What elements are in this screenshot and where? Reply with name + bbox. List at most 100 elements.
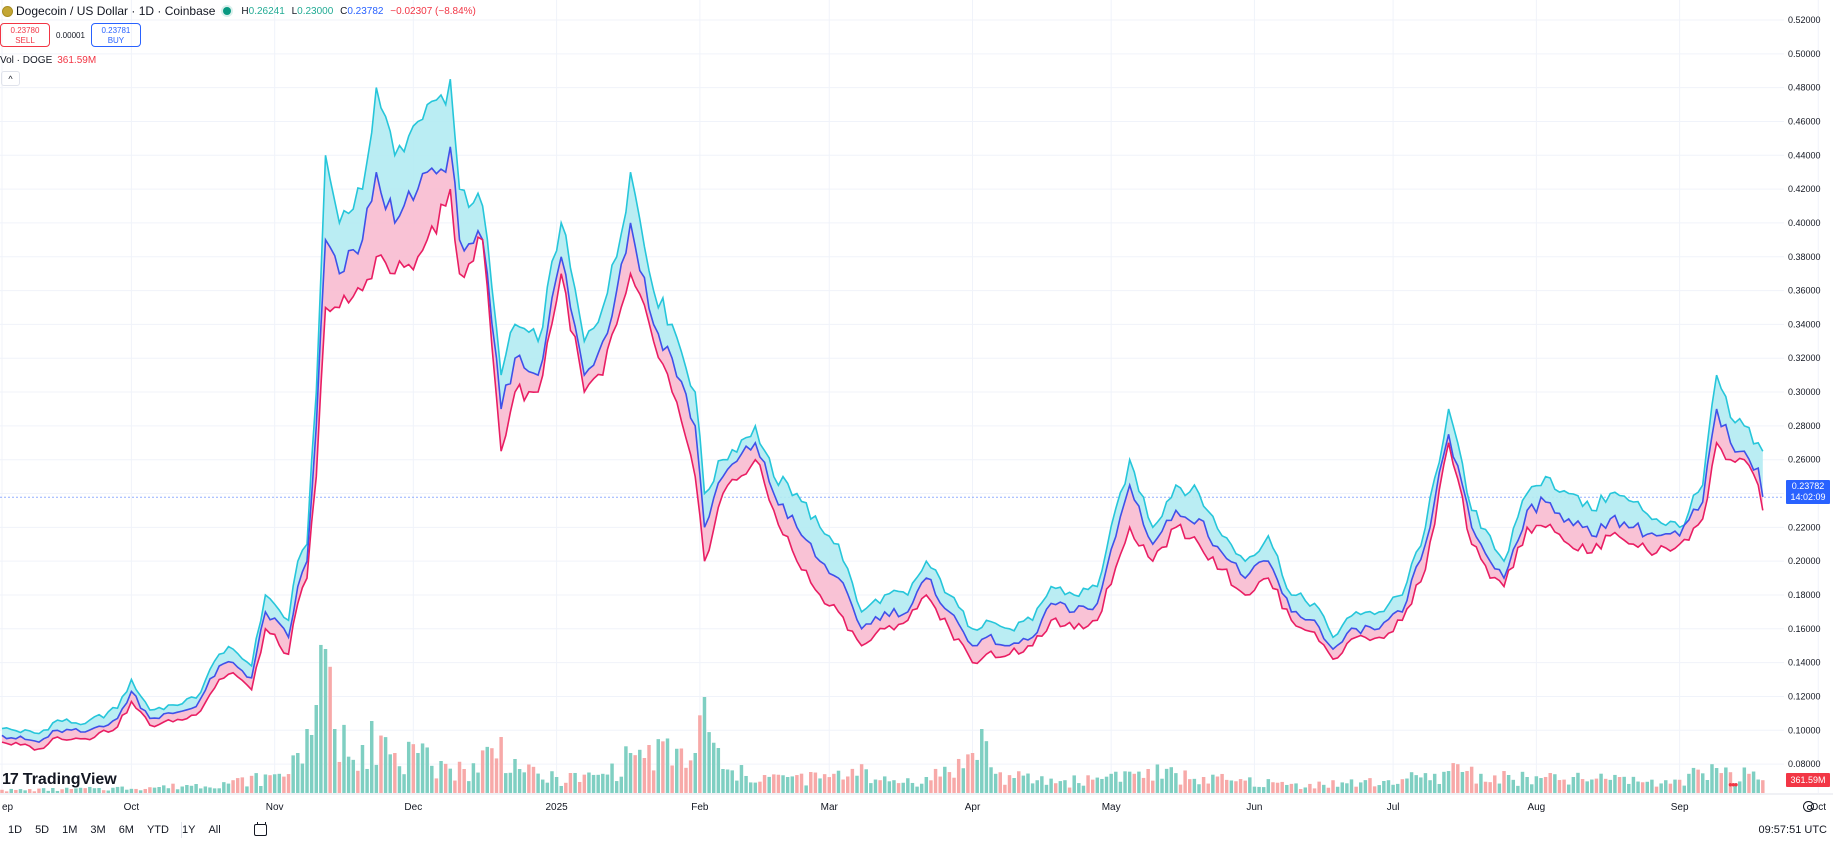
range-1y[interactable]: 1Y: [181, 824, 196, 836]
volume-bar: [420, 743, 425, 793]
calendar-icon[interactable]: [253, 822, 267, 836]
volume-bar: [1368, 778, 1372, 793]
volume-bar: [235, 778, 240, 793]
ohlc-readout: H0.26241 L0.23000 C0.23782 −0.02307 (−8.…: [241, 6, 475, 17]
x-tick-label: Nov: [266, 802, 284, 813]
volume-bar: [721, 769, 725, 793]
volume-bar: [748, 782, 753, 793]
volume-bar: [1132, 773, 1137, 793]
volume-bar: [1229, 780, 1234, 793]
volume-bar: [64, 787, 69, 793]
volume-bar: [1483, 781, 1488, 793]
volume-bar: [1261, 787, 1266, 793]
volume-legend[interactable]: Vol · DOGE 361.59M: [0, 55, 96, 66]
volume-bar: [1349, 779, 1354, 793]
y-tick-label: 0.22000: [1788, 522, 1821, 532]
y-tick-label: 0.36000: [1788, 286, 1821, 296]
volume-bar: [1312, 788, 1317, 793]
volume-bar: [1345, 783, 1349, 793]
volume-bar: [305, 729, 309, 793]
range-5d[interactable]: 5D: [35, 824, 50, 836]
volume-bar: [1691, 767, 1696, 793]
volume-bar: [175, 789, 180, 793]
volume-bar: [859, 764, 864, 793]
volume-bar: [425, 747, 429, 793]
x-tick-label: Oct: [124, 802, 140, 813]
volume-bars: [0, 644, 1765, 793]
volume-bar: [1289, 783, 1294, 793]
volume-bar: [545, 782, 550, 793]
volume-bar: [522, 772, 526, 793]
range-1m[interactable]: 1M: [62, 824, 78, 836]
market-status-icon[interactable]: [223, 7, 232, 15]
volume-bar: [656, 739, 660, 793]
volume-bar: [416, 753, 420, 793]
buy-button[interactable]: 0.23781 BUY: [90, 23, 141, 47]
volume-bar: [1742, 767, 1747, 793]
high-label: H: [241, 5, 249, 17]
volume-bar: [1095, 777, 1100, 793]
volume-bar: [328, 666, 332, 793]
volume-bar: [776, 774, 781, 793]
volume-bar: [1590, 779, 1594, 793]
range-6m[interactable]: 6M: [118, 824, 134, 836]
volume-bar: [638, 749, 642, 793]
volume-bar: [1511, 779, 1515, 793]
volume-bar: [138, 790, 143, 793]
volume-bar: [268, 775, 272, 793]
volume-bar: [1608, 779, 1613, 793]
current-price: 0.23782: [1791, 481, 1825, 491]
range-1d[interactable]: 1D: [8, 824, 23, 836]
volume-bar: [850, 768, 855, 793]
volume-bar: [504, 773, 508, 793]
volume-bar: [605, 774, 610, 793]
volume-bar: [827, 777, 831, 793]
volume-bar: [1516, 785, 1520, 793]
low-label: L: [291, 5, 298, 17]
volume-bar: [1622, 776, 1626, 793]
volume-bar: [1761, 780, 1765, 793]
close-series-line: [1, 146, 1764, 743]
volume-bar: [1137, 771, 1141, 793]
volume-bar: [647, 745, 651, 793]
volume-bar: [531, 766, 536, 793]
event-flags-icon[interactable]: ●●●: [1728, 780, 1738, 789]
volume-bar: [702, 697, 707, 793]
volume-bar: [1382, 780, 1386, 793]
settings-gear-icon[interactable]: [1803, 801, 1814, 812]
y-tick-label: 0.40000: [1788, 218, 1821, 228]
sell-button[interactable]: 0.23780 SELL: [0, 23, 50, 47]
volume-bar: [171, 783, 175, 793]
volume-bar: [1063, 780, 1067, 793]
volume-bar: [1525, 777, 1529, 793]
volume-bar: [739, 765, 744, 793]
symbol-title[interactable]: Dogecoin / US Dollar · 1D · Coinbase: [16, 4, 216, 18]
time-axis[interactable]: ep Oct Nov Dec 2025 Feb Mar Apr May Jun Jul Aug Sep O…: [0, 793, 1833, 813]
volume-bar: [143, 788, 148, 793]
volume-bar: [887, 781, 892, 793]
range-ytd[interactable]: YTD: [146, 824, 169, 836]
utc-clock[interactable]: 09:57:51 UTC: [1758, 824, 1827, 836]
volume-bar: [476, 772, 480, 793]
tradingview-logo[interactable]: 17 TradingView: [2, 771, 117, 789]
collapse-legend-button[interactable]: ^: [1, 71, 20, 86]
volume-bar: [309, 734, 314, 793]
volume-bar: [272, 774, 277, 793]
range-all[interactable]: All: [208, 824, 221, 836]
volume-bar: [27, 789, 32, 793]
volume-bar: [1155, 764, 1160, 793]
volume-bar: [356, 770, 360, 793]
price-axis[interactable]: 0.52000 0.50000 0.48000 0.46000 0.44000 0.420…: [1788, 15, 1821, 769]
x-tick-label: Mar: [821, 802, 839, 813]
range-3m[interactable]: 3M: [90, 824, 106, 836]
trade-panel: 0.23780 SELL 0.00001 0.23781 BUY: [0, 23, 141, 47]
volume-bar: [46, 790, 50, 793]
volume-bar: [499, 737, 503, 793]
volume-bar: [1650, 779, 1654, 793]
volume-bar: [508, 772, 513, 793]
volume-bar: [855, 775, 859, 793]
y-tick-label: 0.44000: [1788, 150, 1821, 160]
volume-bar: [919, 783, 924, 793]
volume-bar: [1493, 775, 1497, 793]
